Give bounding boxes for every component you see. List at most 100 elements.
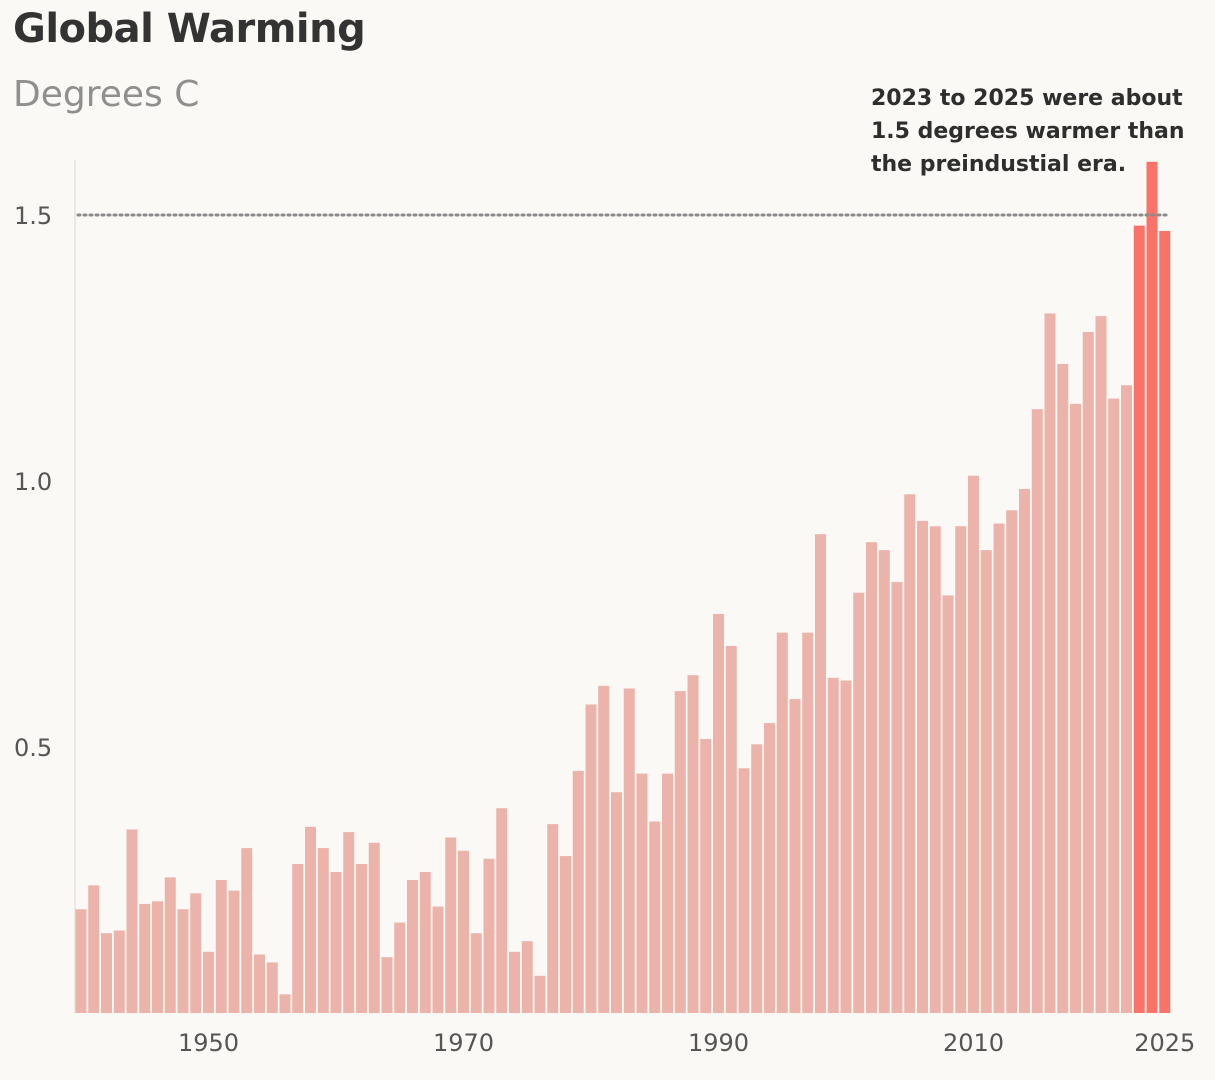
bar-1992 [738,768,750,1013]
bar-1993 [751,744,763,1013]
bar-1984 [636,773,648,1013]
y-tick-label: 1.5 [14,202,52,230]
bar-1965 [394,922,406,1013]
bar-1985 [649,821,661,1013]
bar-1983 [623,688,635,1013]
bar-1950 [203,951,214,1013]
bar-1957 [292,864,304,1013]
bar-2005 [904,494,916,1013]
bar-2000 [840,680,852,1013]
bar-2003 [878,550,890,1013]
bar-1941 [88,885,100,1013]
x-tick-label: 1990 [688,1029,749,1057]
x-tick-label: 2025 [1134,1029,1195,1057]
annotation: 2023 to 2025 were about 1.5 degrees warm… [871,82,1201,181]
bar-1999 [827,677,839,1013]
bar-1971 [470,933,482,1013]
bar-1944 [126,829,138,1013]
bar-2015 [1031,409,1043,1013]
bar-2025 [1159,230,1171,1013]
bar-1960 [330,872,342,1013]
bar-2014 [1019,488,1030,1014]
bar-1958 [305,826,316,1013]
bar-1994 [764,723,775,1013]
bar-1966 [407,880,418,1013]
bar-2011 [980,550,992,1013]
bar-2006 [917,520,928,1013]
bar-1989 [700,739,712,1013]
bar-1978 [560,856,571,1013]
bar-1968 [432,906,444,1013]
bar-1943 [113,930,125,1013]
bar-2018 [1070,403,1081,1013]
bar-1948 [177,909,189,1013]
annotation-line: the preindustial era. [871,152,1127,177]
bar-2016 [1044,313,1056,1013]
bar-2007 [929,526,941,1013]
bar-1979 [572,770,584,1013]
bar-2021 [1108,398,1120,1013]
bar-1946 [152,901,163,1013]
bar-1995 [776,632,788,1013]
bar-1990 [713,614,724,1013]
bar-1961 [343,832,355,1013]
bar-1959 [317,848,329,1013]
bar-1972 [483,858,495,1013]
bar-2022 [1121,385,1132,1013]
y-tick-label: 0.5 [14,734,52,762]
bar-2004 [891,582,903,1013]
bar-2009 [955,526,967,1013]
bar-1963 [368,842,380,1013]
bar-1940 [75,909,87,1013]
bar-1997 [802,632,814,1013]
bar-1956 [279,994,291,1013]
bar-1987 [674,691,686,1013]
bar-1953 [241,848,253,1013]
bar-1962 [356,864,367,1013]
bar-2017 [1057,363,1069,1014]
bar-1955 [266,962,278,1013]
bar-2008 [942,595,954,1013]
bar-2019 [1082,332,1094,1013]
bar-2012 [993,523,1005,1013]
bar-2020 [1095,316,1107,1014]
bar-2013 [1006,510,1018,1013]
bar-1942 [101,933,112,1013]
bar-2002 [866,542,877,1013]
bar-1986 [662,773,673,1013]
bar-1982 [611,792,622,1013]
bar-1945 [139,903,151,1013]
bar-2010 [968,475,979,1013]
bar-1947 [164,877,176,1013]
bar-1973 [496,808,508,1013]
bar-1967 [419,872,431,1013]
bar-1981 [598,685,610,1013]
x-tick-label: 2010 [943,1029,1004,1057]
bar-1964 [381,957,393,1013]
bar-1991 [725,645,737,1013]
bar-2001 [853,592,865,1013]
bar-1969 [445,837,457,1013]
bar-2023 [1133,225,1145,1013]
bar-1970 [458,850,469,1013]
bar-1998 [815,534,826,1013]
annotation-line: 1.5 degrees warmer than [871,119,1185,144]
x-tick-label: 1950 [178,1029,239,1057]
bar-1952 [228,890,240,1013]
bar-1954 [254,954,265,1013]
bar-1975 [521,941,533,1013]
bar-1977 [547,824,559,1013]
y-tick-label: 1.0 [14,468,52,496]
x-tick-label: 1970 [433,1029,494,1057]
bar-1949 [190,893,202,1013]
bar-2024 [1146,161,1158,1014]
chart-title: Global Warming [13,6,366,52]
bar-1996 [789,699,801,1013]
chart-subtitle: Degrees C [13,74,200,115]
bar-1980 [585,704,597,1013]
bar-1974 [509,951,520,1013]
bar-1951 [215,880,227,1013]
bar-1988 [687,675,699,1013]
bar-1976 [534,975,546,1013]
